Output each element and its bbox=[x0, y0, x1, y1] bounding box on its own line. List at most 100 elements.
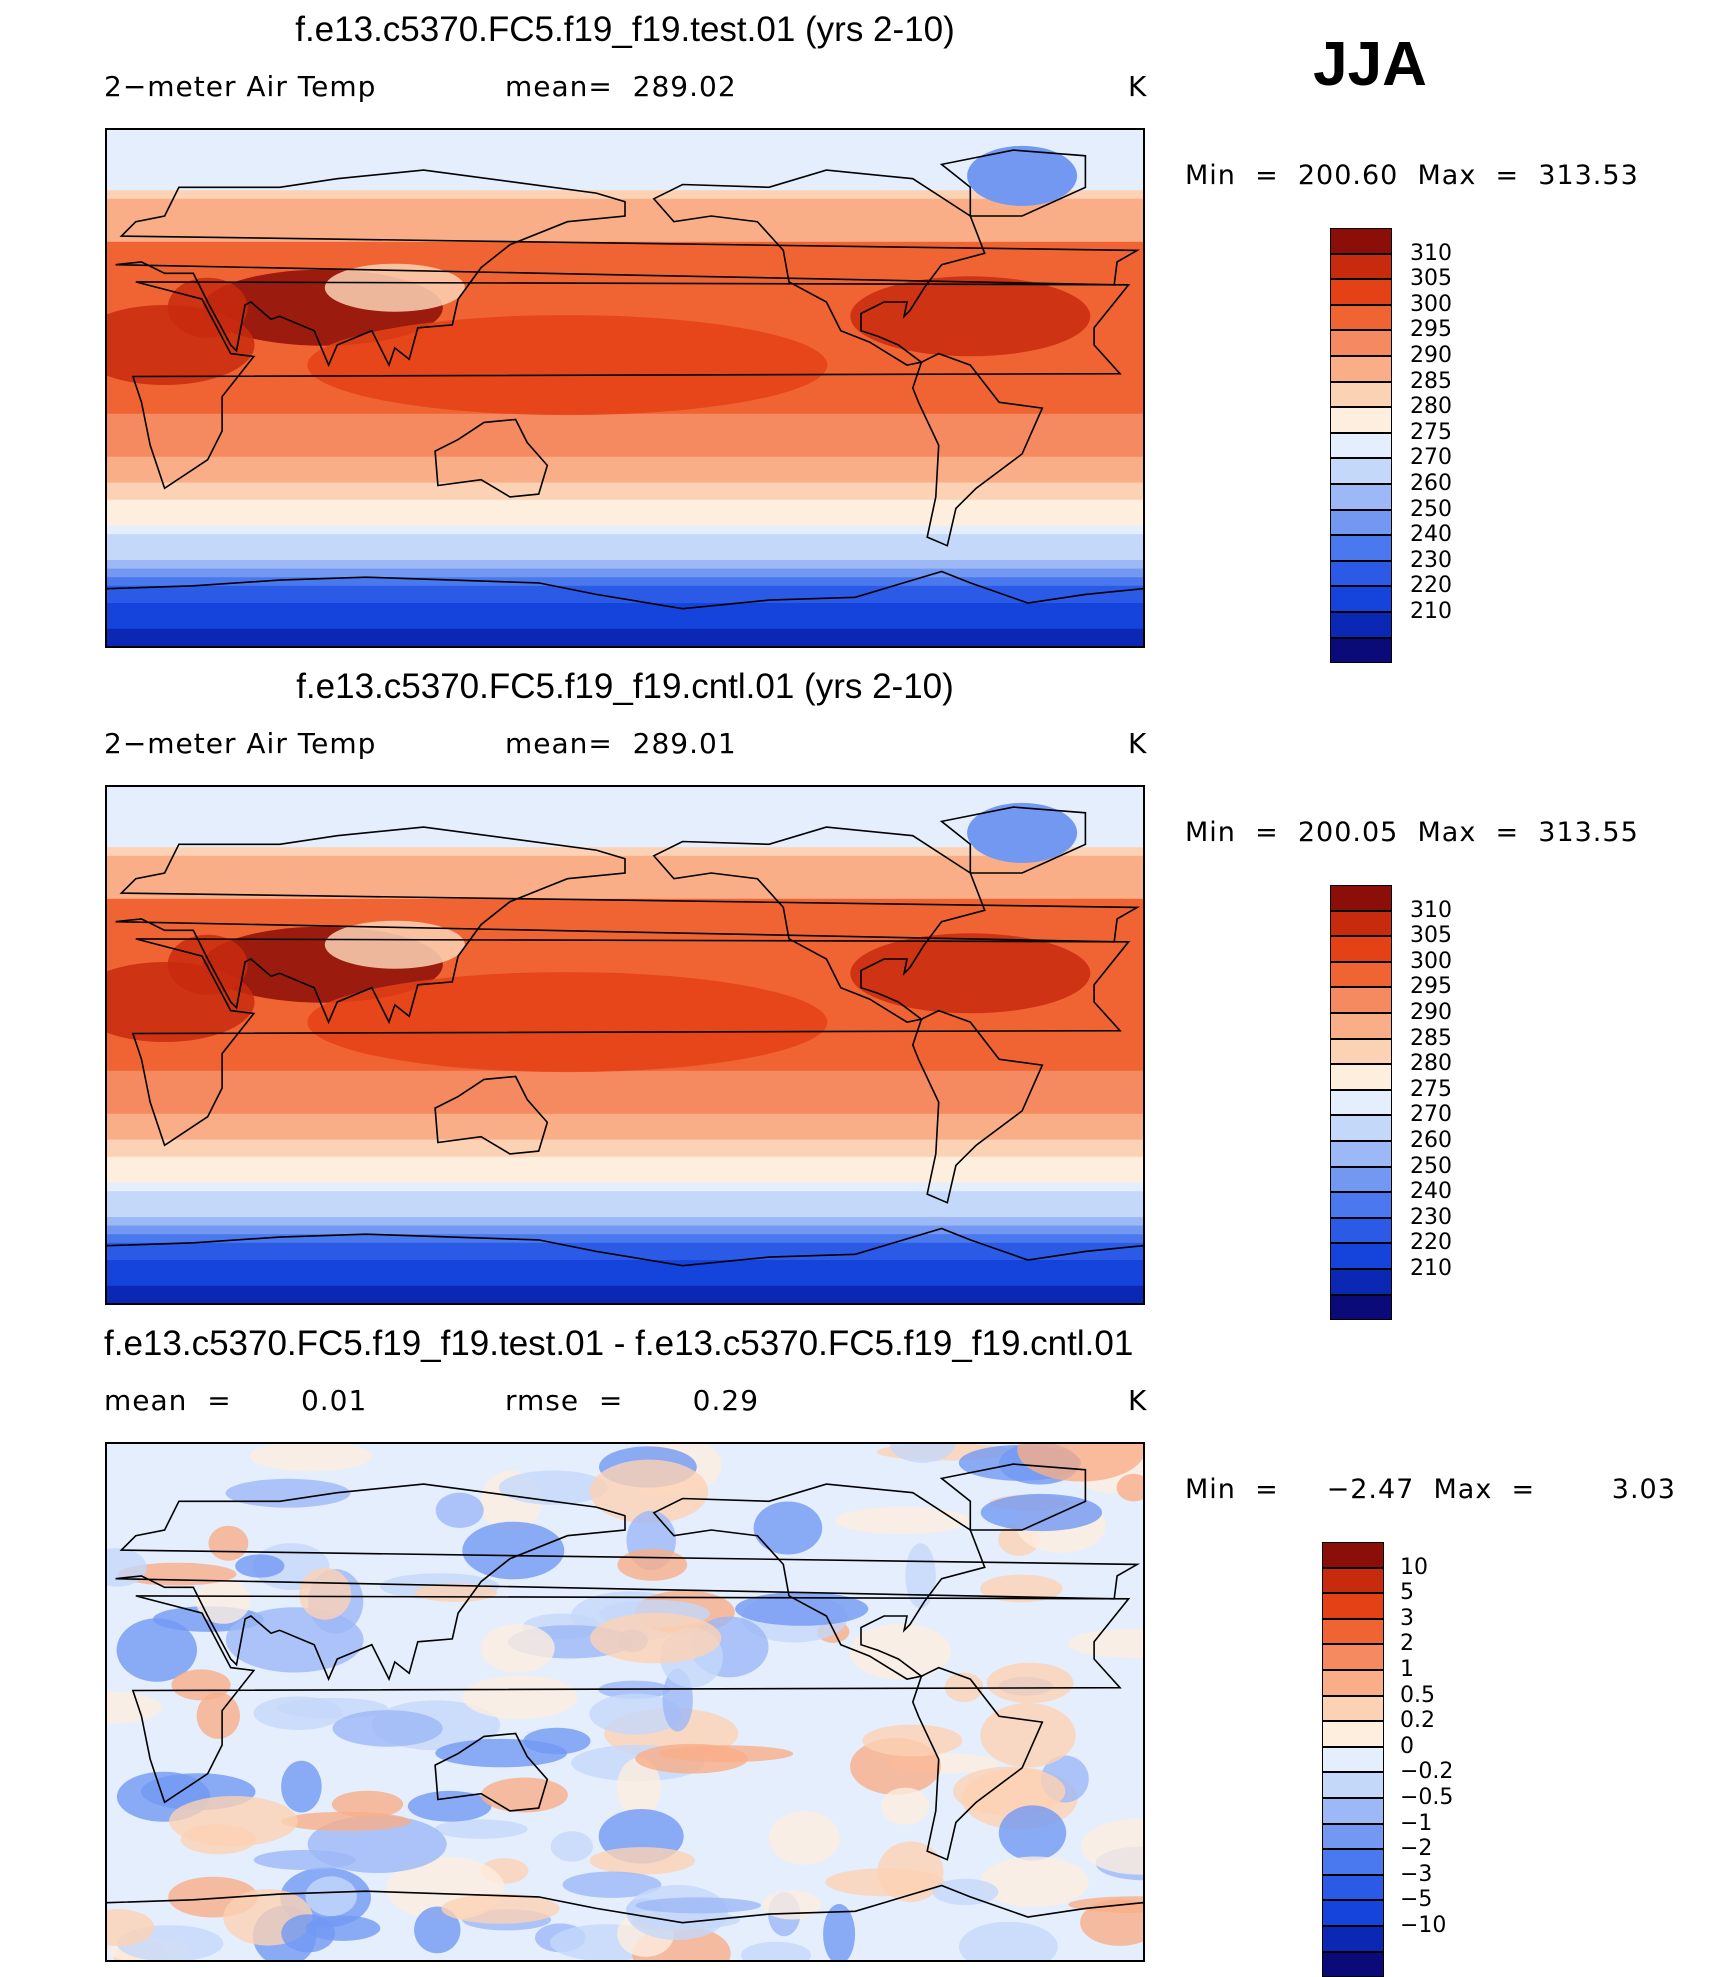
field-blob bbox=[998, 1805, 1067, 1861]
coastlines bbox=[107, 149, 1143, 610]
field-blob bbox=[980, 1574, 1063, 1603]
field-band bbox=[107, 967, 1143, 977]
field-band bbox=[107, 838, 1143, 848]
field-band bbox=[107, 1096, 1143, 1106]
colorbar-swatch bbox=[1330, 535, 1392, 561]
colorbar-label: 260 bbox=[1410, 1128, 1452, 1153]
colorbar-swatch bbox=[1330, 330, 1392, 356]
field-band bbox=[107, 1105, 1143, 1115]
colorbar-swatch bbox=[1330, 279, 1392, 305]
field-blob bbox=[589, 1847, 695, 1875]
colorbar-label: 280 bbox=[1410, 1051, 1452, 1077]
field-band bbox=[107, 448, 1143, 458]
field-blob bbox=[980, 1493, 1103, 1532]
colorbar-label: 260 bbox=[1410, 471, 1452, 496]
field-band bbox=[107, 1191, 1143, 1201]
variable-label: 2−meter Air Temp bbox=[104, 727, 377, 760]
coastline-path bbox=[939, 1463, 1087, 1531]
coastline-path bbox=[911, 352, 1044, 547]
field-blob bbox=[635, 1743, 748, 1774]
season-label: JJA bbox=[1313, 30, 1427, 99]
field-blob bbox=[307, 315, 828, 416]
field-band bbox=[107, 795, 1143, 805]
colorbar-label: −5 bbox=[1400, 1887, 1433, 1913]
mean-label: mean = 0.01 bbox=[104, 1384, 368, 1417]
field-band bbox=[107, 1268, 1143, 1278]
colorbar-swatch bbox=[1330, 1064, 1392, 1090]
mean-label: mean= 289.01 bbox=[505, 727, 737, 760]
coastline-path bbox=[434, 1732, 549, 1812]
field-blob bbox=[877, 1841, 944, 1903]
min-max-label: Min = −2.47 Max = 3.03 bbox=[1185, 1474, 1676, 1505]
colorbar-label: 290 bbox=[1410, 343, 1452, 368]
field-band bbox=[107, 1294, 1143, 1303]
field-band bbox=[107, 1182, 1143, 1192]
coastline-path bbox=[115, 169, 1141, 368]
colorbar-swatch bbox=[1330, 586, 1392, 612]
colorbar-label: 5 bbox=[1400, 1580, 1414, 1606]
field-band bbox=[107, 916, 1143, 926]
field-blob bbox=[307, 972, 828, 1073]
colorbar-label: 295 bbox=[1410, 317, 1452, 343]
field-band bbox=[107, 1260, 1143, 1270]
coastline-path bbox=[115, 1483, 1141, 1682]
field-blob bbox=[959, 1921, 1058, 1960]
field-band bbox=[107, 284, 1143, 294]
temperature-map bbox=[105, 128, 1145, 648]
units-label: K bbox=[1128, 727, 1148, 760]
field-blob bbox=[281, 1914, 335, 1953]
field-band bbox=[107, 138, 1143, 148]
field-band bbox=[107, 293, 1143, 303]
field-blob bbox=[167, 934, 248, 995]
colorbar-swatch bbox=[1330, 1243, 1392, 1269]
field-blob bbox=[850, 933, 1091, 1014]
units-label: K bbox=[1128, 70, 1148, 103]
colorbar-label: 300 bbox=[1410, 291, 1452, 317]
colorbar-label: 285 bbox=[1410, 1025, 1452, 1051]
colorbar-swatch bbox=[1330, 484, 1392, 510]
field-blob bbox=[1067, 1628, 1143, 1658]
colorbar-swatch bbox=[1322, 1772, 1384, 1798]
field-band bbox=[107, 241, 1143, 251]
colorbar-label: 300 bbox=[1410, 948, 1452, 974]
coastline-path bbox=[434, 1075, 549, 1155]
field-band bbox=[107, 267, 1143, 277]
field-blob bbox=[253, 1696, 343, 1730]
colorbar-label: 310 bbox=[1410, 240, 1452, 266]
colorbar-swatch bbox=[1322, 1951, 1384, 1977]
field-blob bbox=[1080, 1818, 1143, 1875]
colorbar-label: 295 bbox=[1410, 974, 1452, 1000]
panel-difference: f.e13.c5370.FC5.f19_f19.test.01 - f.e13.… bbox=[0, 1314, 1710, 1977]
field-band bbox=[107, 804, 1143, 814]
field-band bbox=[107, 259, 1143, 269]
map-canvas bbox=[107, 787, 1143, 1303]
colorbar-swatch bbox=[1330, 1038, 1392, 1065]
field-blob bbox=[881, 1787, 930, 1825]
field-blob bbox=[753, 1501, 823, 1555]
colorbar-swatch bbox=[1330, 381, 1392, 408]
colorbar-swatch bbox=[1322, 1746, 1384, 1773]
colorbar-label: −2 bbox=[1400, 1836, 1433, 1862]
field-blob bbox=[932, 1878, 999, 1906]
field-blob bbox=[249, 1444, 373, 1472]
field-band bbox=[107, 130, 1143, 140]
field-band bbox=[107, 164, 1143, 174]
field-band bbox=[107, 474, 1143, 484]
field-blob bbox=[196, 1578, 251, 1624]
colorbar-label: 250 bbox=[1410, 496, 1452, 522]
colorbar-swatch bbox=[1330, 1166, 1392, 1193]
field-blob bbox=[498, 1470, 608, 1505]
colorbar-swatch bbox=[1322, 1823, 1384, 1850]
temperature-map bbox=[105, 785, 1145, 1305]
colorbar-label: 220 bbox=[1410, 1230, 1452, 1256]
field-blob bbox=[407, 1790, 492, 1822]
field-blob bbox=[550, 1831, 593, 1862]
panel-cntl: f.e13.c5370.FC5.f19_f19.cntl.01 (yrs 2-1… bbox=[0, 657, 1710, 1321]
colorbar-label: 290 bbox=[1410, 1000, 1452, 1025]
coastline-path bbox=[131, 938, 1131, 1147]
coastline-path bbox=[131, 281, 1131, 490]
field-blob bbox=[944, 1672, 984, 1702]
coastline-path bbox=[107, 570, 1143, 610]
field-band bbox=[107, 1131, 1143, 1141]
field-band bbox=[107, 950, 1143, 960]
